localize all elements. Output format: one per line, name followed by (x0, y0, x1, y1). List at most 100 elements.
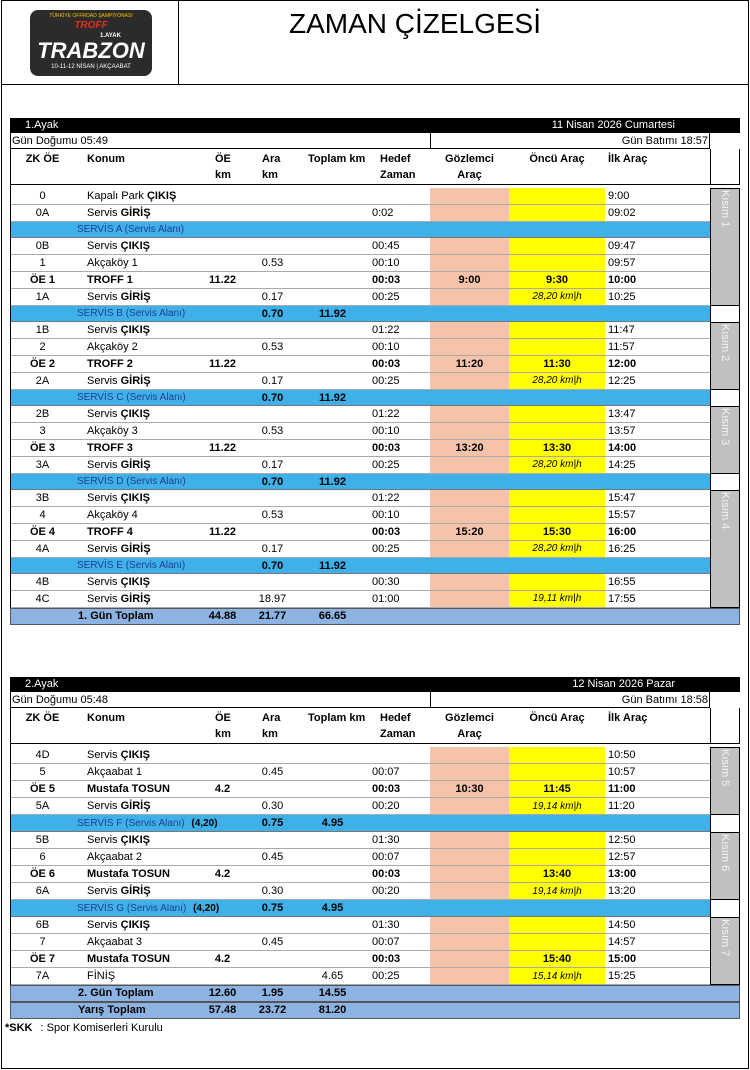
cell-ilk: 14:25 (608, 458, 636, 471)
observer-cell (430, 288, 509, 306)
leg-bar (10, 118, 740, 133)
row (10, 356, 710, 373)
location-action: ÇIKIŞ (146, 190, 177, 202)
location-name: Servis (87, 240, 118, 253)
location-name: Servis (87, 576, 118, 589)
row (10, 373, 710, 390)
cell-ilk: 12:50 (608, 834, 636, 846)
logo-round: 1.AYAK (100, 33, 121, 39)
total-row (10, 608, 740, 625)
total-oe: 57.48 (208, 1004, 237, 1016)
observer-cell (430, 238, 509, 256)
location-action: Mustafa TOSUN (87, 783, 170, 795)
row (10, 934, 710, 951)
total-oe: 12.60 (208, 987, 237, 999)
service-row (10, 305, 710, 323)
cell-zk: 4 (39, 509, 46, 522)
location-name: Akçaköy 4 (87, 509, 138, 522)
cell-zk: 4B (35, 576, 50, 589)
cell-hedef: 00:03 (372, 442, 401, 454)
cell-zk: ÖE 3 (29, 442, 56, 454)
location-action: GİRİŞ (120, 290, 151, 303)
cell-zk: 5 (39, 766, 46, 778)
row (10, 205, 710, 222)
section-label: Kısım 6 (719, 834, 731, 872)
leg-date: 12 Nisan 2026 Pazar (572, 678, 675, 690)
service-km: (4,20) (193, 903, 220, 914)
header-divider (1, 84, 749, 85)
row (10, 490, 710, 508)
lead-cell (509, 934, 605, 951)
cell-hedef: 00:03 (372, 358, 401, 370)
location-name: Akçaabat 2 (87, 851, 143, 863)
location-action: GİRİŞ (120, 206, 151, 219)
section-box (710, 747, 740, 815)
location-action: GİRİŞ (120, 374, 151, 387)
cell-zk: ÖE 6 (29, 868, 56, 880)
cell-zk: 4C (35, 593, 50, 606)
row (10, 423, 710, 440)
observer-cell (430, 917, 509, 934)
location-action: TROFF 3 (87, 442, 133, 454)
cell-hedef: 00:07 (372, 851, 400, 863)
service-name: SERVİS D (Servis Alanı) (77, 475, 186, 487)
service-toplam: 11.92 (319, 391, 346, 404)
service-row (10, 900, 710, 917)
location: FİNİŞ (87, 968, 115, 985)
cell-ilk: 13:00 (608, 868, 637, 880)
observer-cell (430, 356, 509, 373)
cell-zk: 6 (39, 851, 46, 863)
service-ara: 0.70 (261, 391, 284, 404)
logo-series: TÜRKİYE OFFROAD ŞAMPİYONASI (49, 13, 133, 19)
column-header: İlk Araç (608, 712, 648, 724)
row (10, 289, 710, 306)
cell-oe: 4.2 (214, 953, 231, 965)
header-row (10, 708, 710, 744)
service-ara: 0.70 (261, 559, 284, 572)
cell-ilk: 13:57 (608, 425, 636, 438)
column-header: Toplam km (308, 712, 366, 724)
cell-zk: 5A (35, 800, 50, 812)
location: Akçaabat 1 (87, 764, 142, 781)
cell-zk: ÖE 2 (29, 358, 56, 370)
lead-cell (509, 372, 605, 390)
location: TROFF 4 (87, 524, 133, 541)
observer-cell (430, 968, 509, 985)
row (10, 541, 710, 558)
row (10, 968, 710, 985)
location: Servis GİRİŞ (87, 798, 151, 815)
cell-zk: 2B (35, 408, 50, 421)
service-label: SERVİS G (Servis Alanı) (4,20) (77, 900, 219, 917)
observer-cell (430, 540, 509, 558)
cell-zk: 1 (39, 257, 46, 270)
location: Servis GİRİŞ (87, 457, 151, 474)
location: Servis GİRİŞ (87, 205, 151, 222)
service-label: SERVİS F (Servis Alanı) (4,20) (77, 815, 218, 832)
cell-ilk: 16:00 (608, 526, 637, 538)
cell-zk: 5B (35, 834, 50, 846)
total-row (10, 985, 740, 1002)
lead-cell (509, 188, 605, 205)
cell-oe: 11.22 (209, 442, 236, 454)
section-gap (710, 815, 740, 832)
leg-date: 11 Nisan 2026 Cumartesi (551, 119, 675, 131)
location: Akçaköy 1 (87, 255, 138, 272)
row (10, 849, 710, 866)
section-gap (710, 305, 740, 323)
observer-cell (430, 507, 509, 524)
cell-ilk: 10:50 (608, 749, 636, 761)
header-row (10, 149, 710, 185)
location-name: FİNİŞ (87, 970, 116, 982)
cell-zk: 0A (35, 206, 50, 219)
observer-cell (430, 849, 509, 866)
location-action: GİRİŞ (120, 593, 151, 606)
location-action: ÇIKIŞ (120, 240, 150, 253)
cell-gozlemci: 13:20 (455, 442, 484, 454)
observer-cell (430, 764, 509, 781)
cell-ara: 0.17 (261, 458, 284, 471)
cell-hedef: 01:00 (372, 593, 400, 606)
service-ara: 0.70 (261, 475, 284, 488)
lead-cell (509, 524, 605, 541)
location-action: Mustafa TOSUN (87, 868, 170, 880)
leg-name: 1.Ayak (25, 119, 59, 131)
